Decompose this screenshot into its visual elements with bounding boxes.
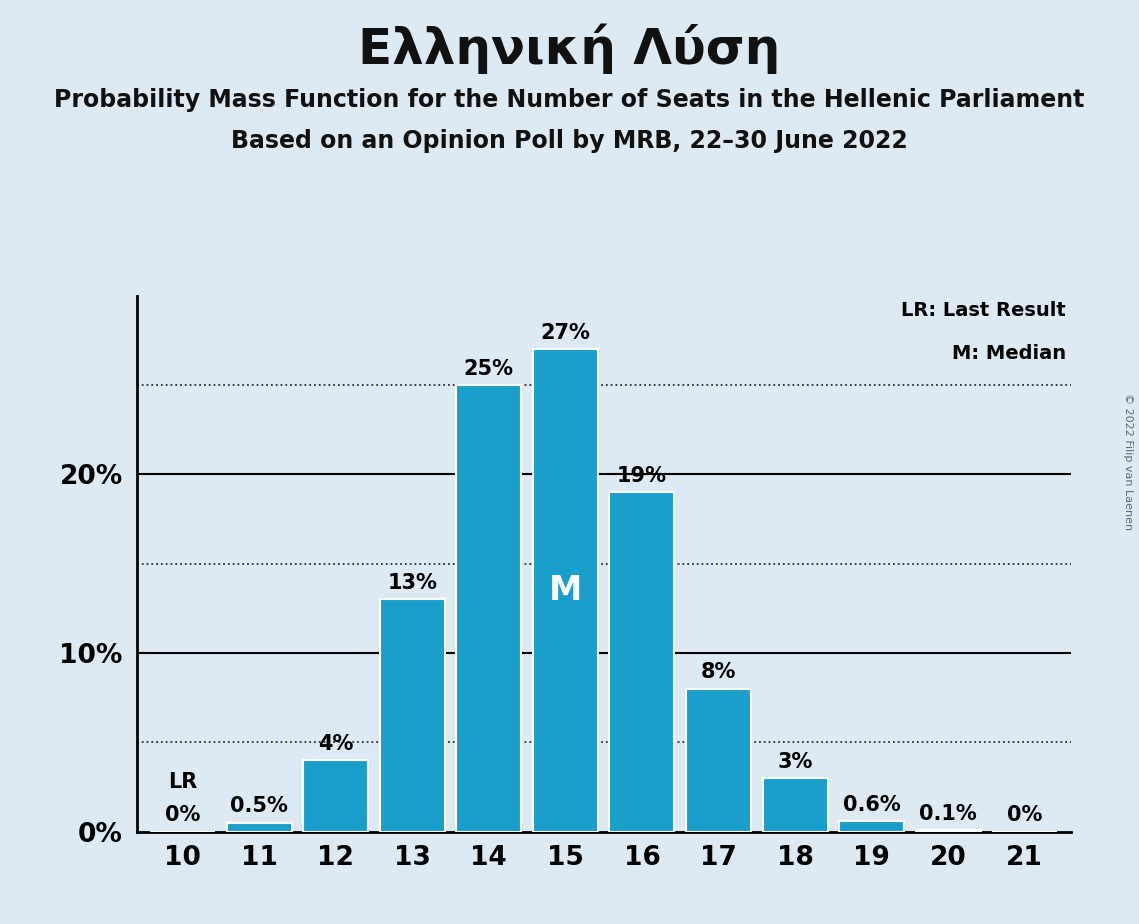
Bar: [916, 830, 981, 832]
Text: 0.1%: 0.1%: [919, 804, 977, 823]
Text: 19%: 19%: [617, 466, 667, 486]
Text: Probability Mass Function for the Number of Seats in the Hellenic Parliament: Probability Mass Function for the Number…: [55, 88, 1084, 112]
Text: Based on an Opinion Poll by MRB, 22–30 June 2022: Based on an Opinion Poll by MRB, 22–30 J…: [231, 129, 908, 153]
Text: 8%: 8%: [700, 663, 736, 683]
Text: LR: LR: [167, 772, 197, 792]
Bar: [379, 600, 445, 832]
Text: M: M: [549, 574, 582, 607]
Text: 0%: 0%: [165, 806, 200, 825]
Text: 4%: 4%: [318, 734, 353, 754]
Text: 0.5%: 0.5%: [230, 796, 288, 817]
Bar: [227, 822, 292, 832]
Bar: [303, 760, 368, 832]
Text: 0.6%: 0.6%: [843, 795, 901, 815]
Text: 13%: 13%: [387, 573, 437, 593]
Text: M: Median: M: Median: [952, 344, 1066, 363]
Text: LR: Last Result: LR: Last Result: [901, 301, 1066, 320]
Bar: [457, 385, 522, 832]
Text: Ελληνική Λύση: Ελληνική Λύση: [359, 23, 780, 74]
Bar: [762, 778, 828, 832]
Bar: [839, 821, 904, 832]
Text: © 2022 Filip van Laenen: © 2022 Filip van Laenen: [1123, 394, 1133, 530]
Bar: [609, 492, 674, 832]
Text: 0%: 0%: [1007, 806, 1042, 825]
Bar: [686, 688, 751, 832]
Bar: [533, 349, 598, 832]
Text: 25%: 25%: [464, 359, 514, 379]
Text: 3%: 3%: [778, 752, 813, 772]
Text: 27%: 27%: [540, 323, 590, 343]
